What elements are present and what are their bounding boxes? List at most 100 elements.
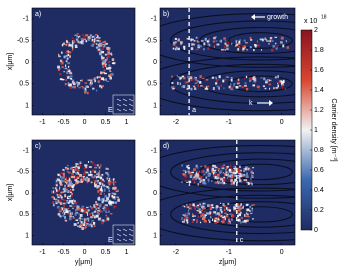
speckle — [93, 206, 96, 209]
speckle — [220, 177, 223, 181]
speckle — [176, 75, 179, 77]
speckle — [187, 206, 189, 208]
speckle — [59, 78, 63, 81]
speckle — [97, 207, 100, 209]
speckle — [197, 46, 201, 49]
speckle — [212, 169, 214, 171]
speckle — [269, 39, 272, 43]
speckle — [196, 79, 200, 83]
speckle — [99, 192, 103, 196]
speckle — [106, 57, 108, 61]
speckle — [99, 182, 102, 185]
speckle — [187, 167, 190, 170]
speckle — [67, 82, 69, 84]
contour — [228, 206, 293, 223]
speckle — [249, 46, 252, 49]
speckle — [197, 84, 200, 88]
speckle — [198, 210, 200, 212]
speckle — [65, 79, 67, 81]
speckle — [184, 81, 187, 85]
speckle — [212, 218, 214, 221]
speckle — [195, 77, 197, 79]
speckle — [200, 179, 203, 182]
speckle — [196, 177, 199, 179]
speckle — [171, 86, 174, 89]
speckle — [115, 188, 118, 191]
speckle — [196, 174, 200, 177]
speckle — [252, 77, 255, 80]
speckle — [73, 177, 76, 179]
speckle — [244, 221, 247, 224]
speckle — [59, 174, 62, 177]
speckle — [91, 219, 94, 222]
speckle — [67, 62, 71, 65]
speckle — [105, 59, 107, 62]
speckle — [282, 44, 285, 48]
speckle — [216, 221, 219, 224]
plot-area — [160, 8, 295, 115]
speckle — [111, 182, 115, 184]
speckle — [175, 46, 178, 49]
speckle — [110, 52, 113, 55]
speckle — [85, 40, 88, 43]
speckle — [70, 77, 73, 80]
speckle — [224, 172, 227, 176]
speckle — [199, 45, 202, 48]
speckle — [217, 167, 221, 170]
speckle — [107, 179, 111, 183]
speckle — [177, 47, 180, 51]
speckle — [79, 216, 81, 220]
speckle — [195, 166, 197, 169]
speckle — [207, 172, 209, 176]
speckle — [95, 207, 97, 210]
contour — [160, 144, 295, 199]
speckle — [211, 76, 214, 79]
speckle — [222, 164, 225, 167]
speckle — [74, 81, 76, 85]
speckle — [222, 79, 225, 83]
speckle — [56, 187, 58, 189]
speckle — [88, 161, 90, 163]
speckle — [52, 201, 55, 204]
speckle — [60, 175, 62, 179]
y-tick-label: -0.5 — [145, 169, 157, 176]
speckle — [234, 178, 237, 182]
speckle — [194, 86, 196, 90]
speckle — [108, 200, 112, 204]
speckle — [199, 180, 202, 184]
speckle — [196, 220, 198, 222]
speckle — [69, 205, 73, 207]
speckle — [186, 38, 190, 40]
y-tick-label: 0.5 — [19, 81, 29, 88]
speckle — [69, 51, 72, 54]
speckle — [215, 205, 219, 208]
speckle — [250, 39, 253, 41]
speckle — [233, 83, 236, 85]
colorbar-tick-label: 0.6 — [314, 167, 324, 174]
speckle — [240, 203, 242, 206]
speckle — [246, 49, 249, 51]
speckle — [266, 40, 270, 42]
speckle — [247, 183, 251, 185]
speckle — [238, 172, 242, 175]
speckle — [200, 214, 203, 218]
colorbar-tick-label: 0.8 — [314, 147, 324, 154]
speckle — [233, 84, 235, 87]
speckle — [108, 210, 110, 213]
speckle — [197, 183, 199, 186]
speckle — [103, 44, 106, 47]
speckle — [208, 220, 211, 223]
speckle — [62, 168, 65, 171]
speckle — [206, 212, 209, 215]
speckle — [105, 78, 107, 81]
speckle — [260, 49, 263, 51]
speckle — [208, 207, 210, 209]
speckle — [100, 186, 103, 190]
speckle — [86, 225, 88, 228]
speckle — [78, 214, 80, 217]
speckle — [223, 209, 225, 212]
speckle — [224, 212, 227, 215]
speckle — [68, 195, 71, 198]
speckle — [72, 207, 74, 209]
speckle — [100, 188, 103, 191]
